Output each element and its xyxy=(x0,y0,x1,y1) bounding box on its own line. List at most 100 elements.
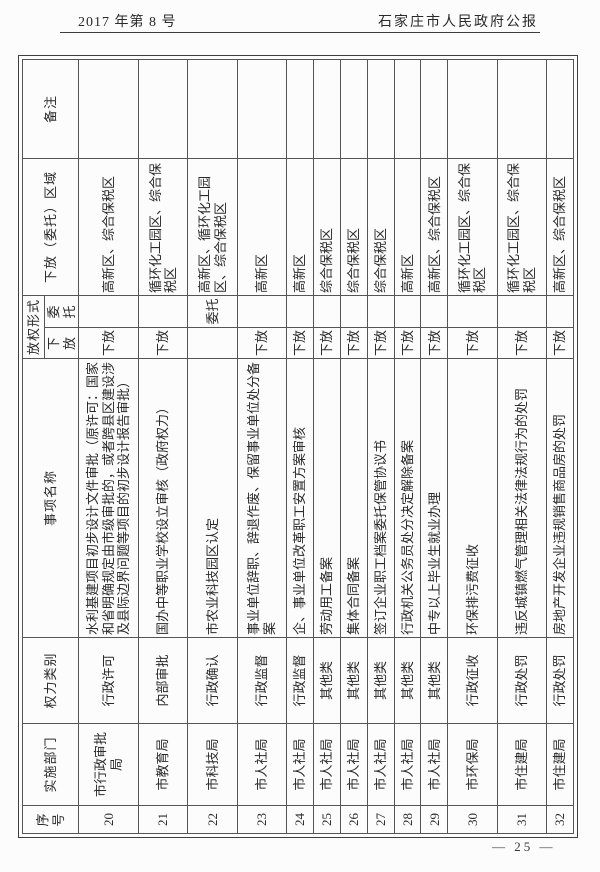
cell-region: 综合保税区 xyxy=(367,158,395,296)
table-row: 32 市住建局 行政处罚 房地产开发企业违规销售商品房的处罚 下放 高新区、综合… xyxy=(546,59,574,834)
cell-region: 循环化工园区、综合保税区 xyxy=(138,158,188,296)
cell-weituo xyxy=(286,295,314,328)
cell-xiafang: 下放 xyxy=(447,327,498,359)
cell-item: 环保排污费征收 xyxy=(447,358,498,638)
cell-number: 26 xyxy=(340,805,368,834)
cell-note xyxy=(78,59,139,159)
cell-number: 32 xyxy=(546,805,574,834)
cell-item: 市农业科技园区认定 xyxy=(187,358,238,638)
cell-note xyxy=(138,59,188,159)
cell-xiafang: 下放 xyxy=(78,327,139,359)
cell-item: 事业单位辞职、辞退作废、保留事业单位处分备案 xyxy=(237,358,287,638)
cell-weituo xyxy=(237,295,287,328)
header-rule xyxy=(60,32,540,33)
cell-department: 市住建局 xyxy=(497,723,547,806)
cell-number: 30 xyxy=(447,805,498,834)
cell-note xyxy=(447,59,498,159)
cell-number: 23 xyxy=(237,805,287,834)
cell-xiafang: 下放 xyxy=(420,327,448,359)
cell-region: 高新区、循环化工园区、综合保税区 xyxy=(187,158,238,296)
cell-xiafang: 下放 xyxy=(286,327,314,359)
col-header-delegation-form: 放权形式 xyxy=(22,295,45,359)
cell-department: 市人社局 xyxy=(237,723,287,806)
issue-number-label: 2017 年第 8 号 xyxy=(78,15,177,30)
cell-department: 市人社局 xyxy=(420,723,448,806)
cell-note xyxy=(367,59,395,159)
authority-delegation-table: 序号 实施部门 权力类别 事项名称 放权形式 下放（委托）区域 备注 下放 委托… xyxy=(22,59,574,834)
cell-category: 行政处罚 xyxy=(546,637,574,724)
cell-weituo xyxy=(420,295,448,328)
cell-item: 违反城镇燃气管理相关法律法规行为的处罚 xyxy=(497,358,547,638)
cell-xiafang xyxy=(187,327,238,359)
cell-number: 31 xyxy=(497,805,547,834)
cell-category: 内部审批 xyxy=(138,637,188,724)
cell-department: 市住建局 xyxy=(546,723,574,806)
table-row: 30 市环保局 行政征收 环保排污费征收 下放 循环化工园区、综合保税区 xyxy=(447,59,498,834)
cell-weituo xyxy=(340,295,368,328)
page-number: — 25 — xyxy=(492,839,556,854)
cell-department: 市环保局 xyxy=(447,723,498,806)
table-header-row-1: 序号 实施部门 权力类别 事项名称 放权形式 下放（委托）区域 备注 xyxy=(22,59,79,834)
cell-category: 其他类 xyxy=(340,637,368,724)
cell-note xyxy=(394,59,421,159)
cell-number: 20 xyxy=(78,805,139,834)
rotated-table-wrapper: 序号 实施部门 权力类别 事项名称 放权形式 下放（委托）区域 备注 下放 委托… xyxy=(18,55,578,838)
col-header-department: 实施部门 xyxy=(22,723,79,806)
cell-department: 市人社局 xyxy=(367,723,395,806)
cell-xiafang: 下放 xyxy=(497,327,547,359)
cell-item: 中专以上毕业生就业办理 xyxy=(420,358,448,638)
cell-number: 22 xyxy=(187,805,238,834)
table-row: 23 市人社局 行政监督 事业单位辞职、辞退作废、保留事业单位处分备案 下放 高… xyxy=(237,59,287,834)
cell-region: 高新区 xyxy=(394,158,421,296)
cell-region: 高新区、综合保税区 xyxy=(420,158,448,296)
gazette-title: 石家庄市人民政府公报 xyxy=(378,15,538,30)
cell-weituo xyxy=(313,295,341,328)
cell-item: 集体合同备案 xyxy=(340,358,368,638)
cell-region: 高新区 xyxy=(237,158,287,296)
cell-number: 24 xyxy=(286,805,314,834)
cell-xiafang: 下放 xyxy=(138,327,188,359)
cell-category: 行政许可 xyxy=(78,637,139,724)
cell-item: 签订企业职工档案委托保管协议书 xyxy=(367,358,395,638)
cell-weituo: 委托 xyxy=(187,295,238,328)
cell-category: 行政监督 xyxy=(237,637,287,724)
table-outer-border: 序号 实施部门 权力类别 事项名称 放权形式 下放（委托）区域 备注 下放 委托… xyxy=(18,55,578,838)
cell-xiafang: 下放 xyxy=(546,327,574,359)
cell-note xyxy=(420,59,448,159)
cell-item: 水利基建项目初步设计文件审批（原许可：国家和省明确规定由市级审批的，或者跨县区建… xyxy=(78,358,139,638)
cell-item: 国办中等职业学校设立审核（政府权力） xyxy=(138,358,188,638)
table-row: 25 市人社局 其他类 劳动用工备案 下放 综合保税区 xyxy=(313,59,341,834)
table-row: 31 市住建局 行政处罚 违反城镇燃气管理相关法律法规行为的处罚 下放 循环化工… xyxy=(497,59,547,834)
cell-category: 行政确认 xyxy=(187,637,238,724)
cell-department: 市人社局 xyxy=(313,723,341,806)
cell-department: 市人社局 xyxy=(286,723,314,806)
cell-department: 市人社局 xyxy=(340,723,368,806)
table-row: 20 市行政审批局 行政许可 水利基建项目初步设计文件审批（原许可：国家和省明确… xyxy=(78,59,139,834)
col-header-item: 事项名称 xyxy=(22,358,79,638)
cell-note xyxy=(237,59,287,159)
table-row: 21 市教育局 内部审批 国办中等职业学校设立审核（政府权力） 下放 循环化工园… xyxy=(138,59,188,834)
table-row: 28 市人社局 其他类 行政机关公务员处分决定解除备案 下放 高新区 xyxy=(394,59,421,834)
cell-category: 其他类 xyxy=(394,637,421,724)
cell-note xyxy=(340,59,368,159)
col-header-category: 权力类别 xyxy=(22,637,79,724)
cell-weituo xyxy=(138,295,188,328)
cell-number: 29 xyxy=(420,805,448,834)
table-row: 24 市人社局 行政监督 企、事业单位改革职工安置方案审核 下放 高新区 xyxy=(286,59,314,834)
cell-region: 综合保税区 xyxy=(313,158,341,296)
cell-department: 市教育局 xyxy=(138,723,188,806)
table-row: 22 市科技局 行政确认 市农业科技园区认定 委托 高新区、循环化工园区、综合保… xyxy=(187,59,238,834)
col-header-weituo: 委托 xyxy=(44,295,79,328)
cell-category: 行政处罚 xyxy=(497,637,547,724)
cell-note xyxy=(546,59,574,159)
cell-category: 其他类 xyxy=(367,637,395,724)
col-header-note: 备注 xyxy=(22,59,79,159)
cell-weituo xyxy=(497,295,547,328)
col-header-region: 下放（委托）区域 xyxy=(22,158,79,296)
cell-region: 循环化工园区、综合保税区 xyxy=(447,158,498,296)
cell-category: 其他类 xyxy=(313,637,341,724)
cell-note xyxy=(497,59,547,159)
cell-weituo xyxy=(78,295,139,328)
cell-category: 其他类 xyxy=(420,637,448,724)
